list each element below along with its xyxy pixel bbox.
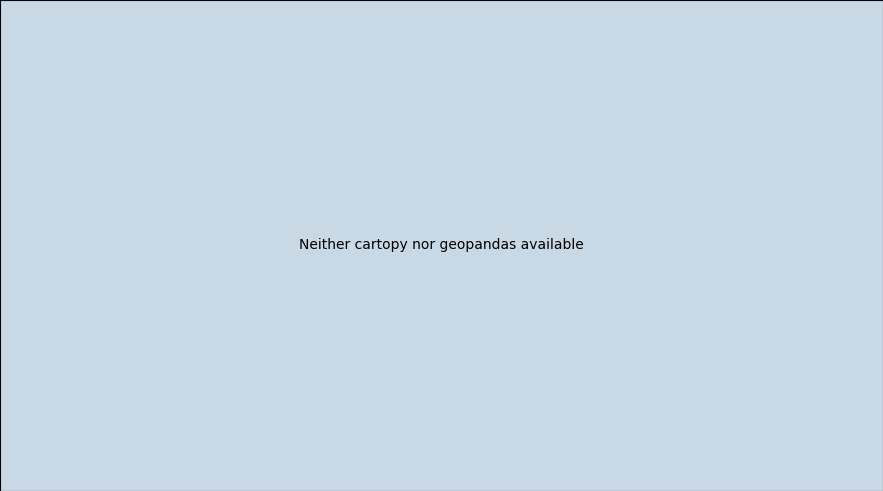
- Text: Neither cartopy nor geopandas available: Neither cartopy nor geopandas available: [299, 239, 584, 252]
